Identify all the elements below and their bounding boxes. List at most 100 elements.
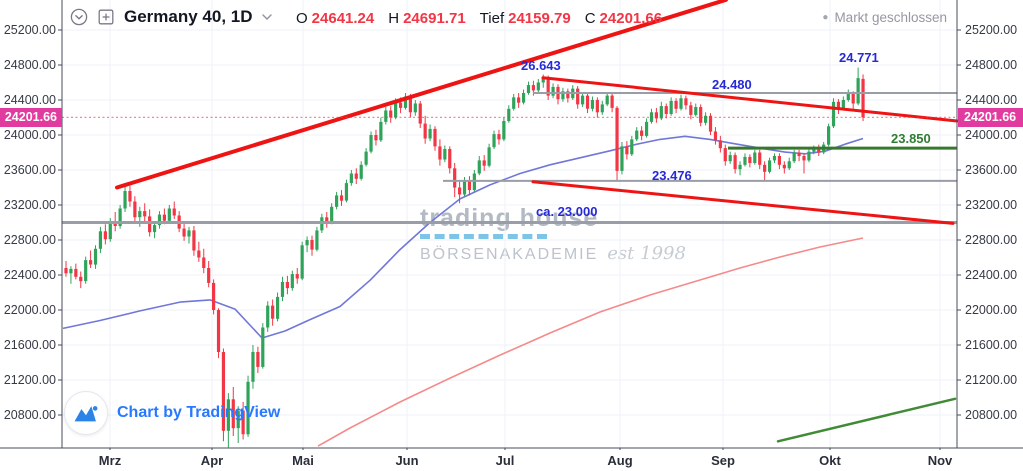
symbol-title[interactable]: Germany 40, 1D xyxy=(124,7,253,26)
candle-body xyxy=(851,93,855,104)
candle-body xyxy=(674,100,678,109)
candle-body xyxy=(743,156,747,165)
time-axis[interactable]: Mrz Apr Mai Jun Jul Aug Sep Okt Nov xyxy=(0,450,1023,471)
price-axis-label: 24800.00 xyxy=(965,58,1018,72)
high-readout: H 24691.71 xyxy=(388,10,466,27)
long-term-support-trendline[interactable] xyxy=(776,397,957,443)
candle-body xyxy=(202,257,206,268)
triangle-lower-trendline[interactable] xyxy=(531,180,955,225)
annotation-26-643: 26.643 xyxy=(521,58,561,73)
candle-body xyxy=(708,115,713,132)
candle-body xyxy=(384,110,388,122)
candle-body xyxy=(684,98,688,106)
candle-body xyxy=(143,211,147,217)
month-label-mai: Mai xyxy=(292,453,314,468)
candle-body xyxy=(640,130,644,136)
ascending-support-trendline[interactable] xyxy=(115,0,728,190)
watermark-dashes xyxy=(420,234,547,239)
candle-body xyxy=(694,107,698,115)
candle-body xyxy=(374,135,378,141)
candle-body xyxy=(718,140,722,149)
low-readout: Tief 24159.79 xyxy=(479,10,571,27)
collapse-circle-icon[interactable] xyxy=(70,8,88,26)
candle-body xyxy=(787,161,791,169)
candle-body xyxy=(187,230,191,237)
candle-body xyxy=(413,103,417,113)
candle-body xyxy=(285,282,289,289)
candle-body xyxy=(630,139,634,155)
market-status-dot-icon: ● xyxy=(822,11,829,23)
candle-body xyxy=(403,96,408,108)
candle-body xyxy=(157,214,162,226)
open-value: 24641.24 xyxy=(311,10,375,27)
candle-body xyxy=(207,268,211,283)
candle-body xyxy=(521,93,526,103)
candle-body xyxy=(162,214,166,221)
candle-body xyxy=(841,100,845,109)
price-axis-label: 22400.00 xyxy=(3,268,56,282)
candle-body xyxy=(526,85,531,93)
price-axis-label: 22800.00 xyxy=(3,233,56,247)
candle-body xyxy=(507,108,511,122)
triangle-upper-trendline[interactable] xyxy=(541,76,959,123)
candle-body xyxy=(517,97,521,103)
candle-body xyxy=(408,96,412,113)
candle-body xyxy=(772,156,777,161)
candle-body xyxy=(394,102,398,118)
candle-body xyxy=(836,101,841,109)
price-axis-label: 21200.00 xyxy=(965,373,1018,387)
tradingview-link[interactable]: Chart by TradingView xyxy=(117,404,281,421)
watermark-subtitle: BÖRSENAKADEMIE est 1998 xyxy=(420,243,686,264)
candle-body xyxy=(817,147,821,153)
candle-body xyxy=(551,86,555,96)
candle-body xyxy=(595,100,599,113)
candle-body xyxy=(846,93,850,100)
candle-body xyxy=(669,100,673,114)
ma-slow-line[interactable] xyxy=(317,237,864,447)
candle-body xyxy=(423,123,427,139)
candle-body xyxy=(197,250,201,258)
candle-body xyxy=(733,155,737,170)
price-axis-label: 25200.00 xyxy=(965,23,1018,37)
candle-body xyxy=(275,296,280,319)
chevron-down-icon[interactable] xyxy=(261,14,272,20)
price-axis-label: 22800.00 xyxy=(965,233,1018,247)
price-axis-label: 24000.00 xyxy=(3,128,56,142)
candle-body xyxy=(763,164,767,172)
low-value: 24159.79 xyxy=(508,10,571,27)
candle-body xyxy=(108,221,112,240)
month-label-okt: Okt xyxy=(819,453,841,468)
left-price-axis[interactable]: 25200.00 24800.00 24400.00 24000.00 23600.00… xyxy=(0,0,56,448)
candle-body xyxy=(226,399,230,431)
month-label-mrz: Mrz xyxy=(98,453,122,468)
candle-body xyxy=(546,78,550,96)
right-price-axis[interactable]: 25200.00 24800.00 24400.00 24000.00 23600.00… xyxy=(965,0,1023,448)
candle-body xyxy=(192,230,196,251)
candle-body xyxy=(349,173,353,184)
candle-body xyxy=(369,135,373,152)
candle-body xyxy=(128,191,132,202)
compare-add-icon[interactable] xyxy=(97,8,115,26)
candle-body xyxy=(512,97,516,109)
candle-body xyxy=(605,95,609,105)
candle-body xyxy=(389,110,393,118)
candle-body xyxy=(620,146,624,171)
month-label-nov: Nov xyxy=(927,453,953,468)
price-axis-label: 25200.00 xyxy=(3,23,56,37)
candle-body xyxy=(310,240,314,250)
candle-body xyxy=(748,156,752,163)
price-axis-label: 21200.00 xyxy=(3,373,56,387)
tradingview-logo-icon[interactable] xyxy=(64,391,108,435)
candle-body xyxy=(827,126,831,145)
price-axis-label: 22000.00 xyxy=(965,303,1018,317)
candle-body xyxy=(585,95,590,109)
candle-body xyxy=(492,134,496,148)
candle-body xyxy=(172,208,176,216)
candle-body xyxy=(497,134,501,140)
candle-body xyxy=(84,260,88,282)
candle-body xyxy=(610,95,614,108)
candle-body xyxy=(482,160,486,166)
price-axis-label: 23200.00 xyxy=(3,198,56,212)
